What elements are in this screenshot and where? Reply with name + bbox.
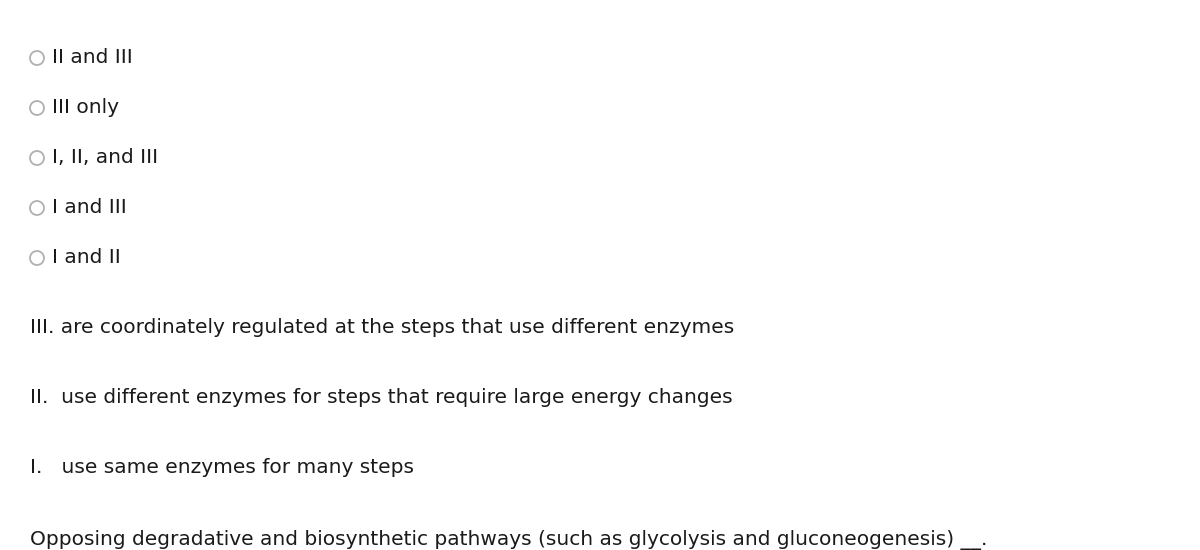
Text: I and II: I and II <box>52 248 121 267</box>
Text: II.  use different enzymes for steps that require large energy changes: II. use different enzymes for steps that… <box>30 388 733 407</box>
Text: I and III: I and III <box>52 198 127 217</box>
Text: III only: III only <box>52 98 119 117</box>
Text: I.   use same enzymes for many steps: I. use same enzymes for many steps <box>30 458 414 477</box>
Text: III. are coordinately regulated at the steps that use different enzymes: III. are coordinately regulated at the s… <box>30 318 734 337</box>
Text: I, II, and III: I, II, and III <box>52 148 158 167</box>
Text: II and III: II and III <box>52 48 133 67</box>
Text: Opposing degradative and biosynthetic pathways (such as glycolysis and gluconeog: Opposing degradative and biosynthetic pa… <box>30 530 988 550</box>
